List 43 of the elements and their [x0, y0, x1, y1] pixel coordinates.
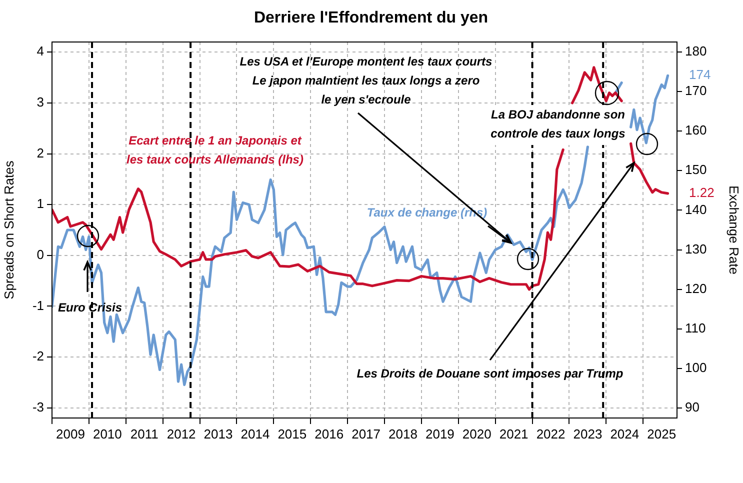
x-tick-label: 2010: [92, 426, 122, 442]
annotation: La BOJ abandonne son controle des taux longs: [490, 107, 626, 140]
y2-tick-label: 90: [685, 400, 700, 415]
y2-tick-label: 160: [685, 122, 707, 138]
x-tick-label: 2011: [130, 426, 158, 442]
y2-axis-title: Exchange Rate: [726, 186, 742, 274]
x-tick-label: 2023: [573, 426, 602, 442]
data-label: 1.22: [689, 184, 714, 200]
x-tick-label: 2017: [352, 426, 380, 442]
y-tick-label: -1: [32, 298, 44, 313]
x-tick-label: 2013: [204, 426, 233, 442]
x-tick-label: 2020: [462, 426, 492, 442]
x-tick-label: 2012: [166, 426, 196, 442]
annotation: Les USA et l'Europe montent les taux courts Le japon maIntient les taux longs a zero le yen s'ecroule: [240, 54, 493, 106]
y2-tick-label: 140: [685, 202, 707, 217]
y2-tick-label: 180: [685, 43, 707, 58]
x-tick-label: 2015: [278, 426, 307, 442]
x-tick-label: 2021: [499, 426, 528, 442]
x-tick-label: 2016: [314, 426, 344, 442]
y2-tick-label: 120: [685, 280, 707, 296]
x-tick-label: 2018: [388, 426, 418, 442]
y2-tick-label: 170: [685, 83, 707, 98]
y-axis-title: Spreads on Short Rates: [1, 160, 16, 300]
x-tick-label: 2019: [425, 426, 454, 442]
y-tick-label: 4: [36, 44, 44, 59]
y2-tick-label: 130: [685, 241, 707, 256]
y-tick-label: -2: [32, 348, 44, 364]
y-tick-label: 0: [36, 246, 44, 262]
x-tick-label: 2009: [56, 426, 85, 442]
y-tick-label: 2: [36, 145, 44, 160]
y-tick-label: 3: [36, 94, 44, 110]
x-tick-label: 2022: [536, 426, 566, 442]
y-tick-label: 1: [36, 196, 44, 212]
text: Ecart entre le 1 an Japonais et les taux courts Allemands (lhs): [126, 133, 304, 166]
chart-title: Derriere l'Effondrement du yen: [254, 9, 488, 26]
y2-tick-label: 100: [685, 360, 707, 376]
x-tick-label: 2025: [647, 426, 676, 442]
data-label: 174: [689, 67, 711, 82]
y-tick-label: -3: [32, 399, 44, 414]
y2-tick-label: 150: [685, 162, 707, 178]
x-tick-label: 2014: [240, 426, 270, 442]
y2-tick-label: 110: [685, 320, 706, 336]
x-tick-label: 2024: [610, 426, 640, 442]
